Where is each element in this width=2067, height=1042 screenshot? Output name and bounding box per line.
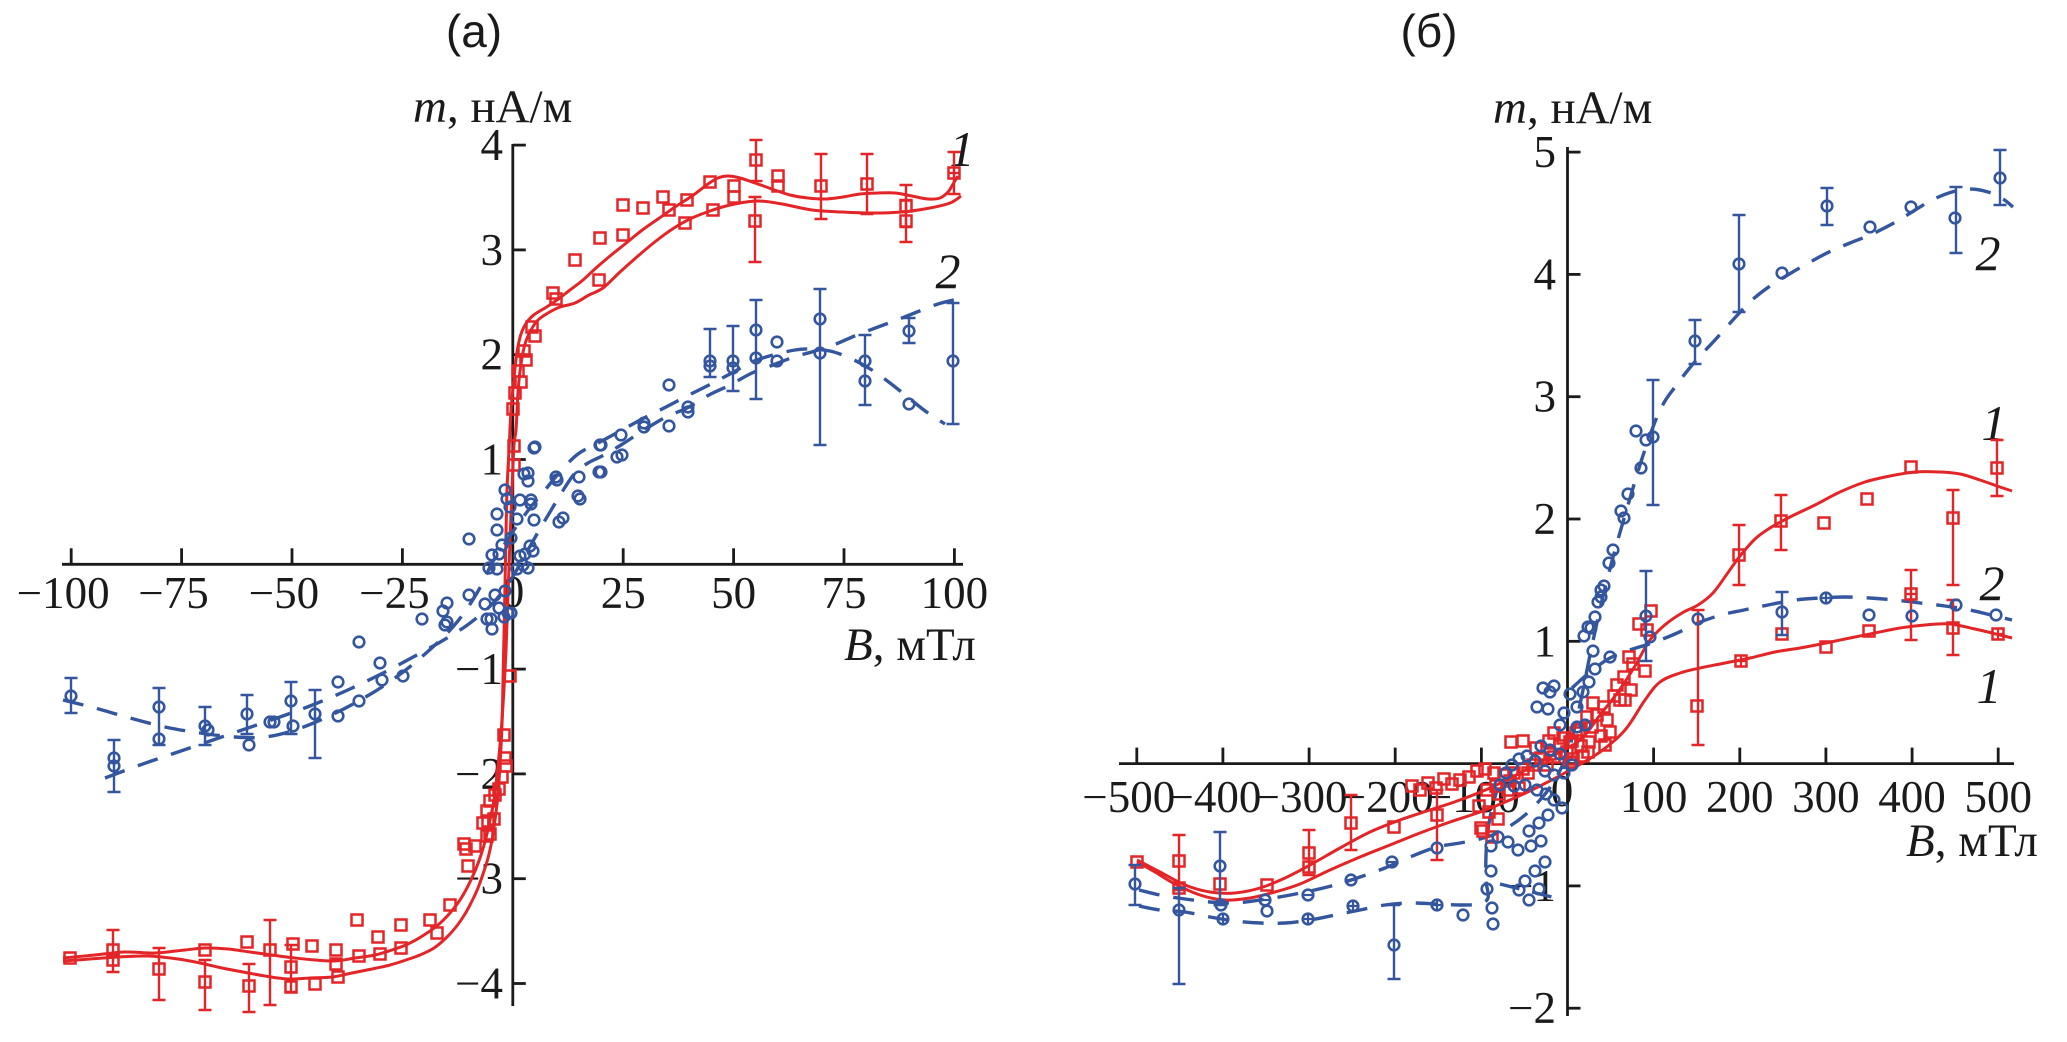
svg-text:−400: −400	[1168, 772, 1261, 822]
svg-text:2: 2	[1980, 555, 2005, 611]
svg-text:500: 500	[1964, 772, 2032, 822]
svg-text:100: 100	[921, 568, 989, 618]
svg-text:−2: −2	[1508, 983, 1556, 1033]
svg-text:5: 5	[1534, 127, 1557, 177]
svg-text:m, нА/м: m, нА/м	[1493, 82, 1652, 134]
svg-text:50: 50	[711, 568, 756, 618]
svg-text:B, мТл: B, мТл	[1906, 815, 2038, 867]
svg-text:1: 1	[1977, 658, 2002, 714]
svg-text:−1: −1	[455, 644, 503, 694]
svg-text:m, нА/м: m, нА/м	[413, 81, 572, 133]
svg-text:−25: −25	[359, 568, 429, 618]
svg-text:400: 400	[1878, 772, 1946, 822]
svg-text:−500: −500	[1082, 772, 1175, 822]
svg-text:2: 2	[1976, 225, 2001, 281]
svg-text:−100: −100	[17, 568, 110, 618]
svg-text:3: 3	[1534, 372, 1557, 422]
svg-text:2: 2	[481, 330, 504, 380]
svg-text:3: 3	[481, 225, 504, 275]
svg-text:B, мТл: B, мТл	[844, 619, 976, 671]
svg-text:1: 1	[1982, 395, 2007, 451]
svg-text:25: 25	[601, 568, 646, 618]
svg-text:200: 200	[1706, 772, 1774, 822]
svg-text:−4: −4	[455, 959, 503, 1009]
svg-text:1: 1	[481, 435, 504, 485]
svg-text:2: 2	[936, 243, 961, 299]
svg-text:−300: −300	[1255, 772, 1348, 822]
svg-text:(б): (б)	[1401, 5, 1458, 57]
svg-text:−75: −75	[138, 568, 208, 618]
svg-text:(а): (а)	[446, 5, 502, 57]
svg-text:4: 4	[481, 120, 504, 170]
svg-text:1: 1	[1534, 616, 1557, 666]
svg-text:300: 300	[1792, 772, 1860, 822]
svg-text:4: 4	[1534, 249, 1557, 299]
svg-text:2: 2	[1534, 494, 1557, 544]
svg-text:100: 100	[1620, 772, 1688, 822]
svg-text:−50: −50	[249, 568, 319, 618]
svg-text:75: 75	[822, 568, 867, 618]
